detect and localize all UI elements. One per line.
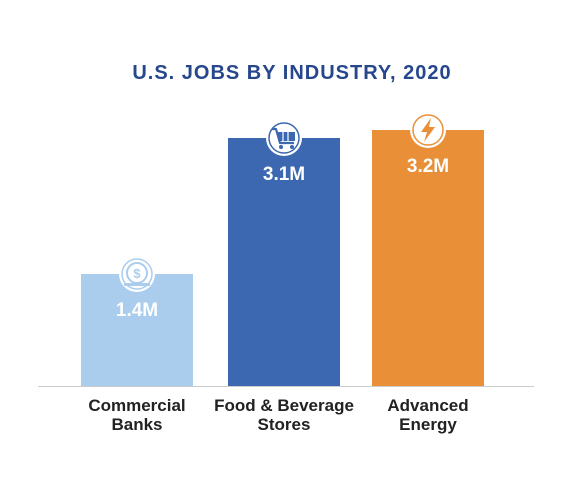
coin-icon: $ — [119, 256, 155, 292]
bar-value-label: 3.1M — [263, 164, 305, 185]
category-label-line: Commercial — [88, 396, 186, 415]
bar-value-label: 3.2M — [407, 156, 449, 177]
category-label-line: Food & Beverage — [214, 396, 354, 415]
category-label: Advanced Energy — [353, 396, 503, 434]
category-label-line: Energy — [399, 415, 457, 434]
category-label: Food & Beverage Stores — [209, 396, 359, 434]
bar — [81, 274, 193, 386]
chart-title: U.S. JOBS BY INDUSTRY, 2020 — [132, 62, 452, 84]
lightning-icon — [410, 112, 446, 148]
cart-icon — [266, 120, 302, 156]
category-label-line: Stores — [257, 415, 311, 434]
category-label: Commercial Banks — [62, 396, 212, 434]
category-label-line: Banks — [111, 415, 163, 434]
bar — [372, 130, 484, 386]
svg-text:$: $ — [133, 266, 141, 281]
category-label-line: Advanced — [387, 396, 469, 415]
bar-value-label: 1.4M — [116, 300, 158, 321]
bar — [228, 138, 340, 386]
